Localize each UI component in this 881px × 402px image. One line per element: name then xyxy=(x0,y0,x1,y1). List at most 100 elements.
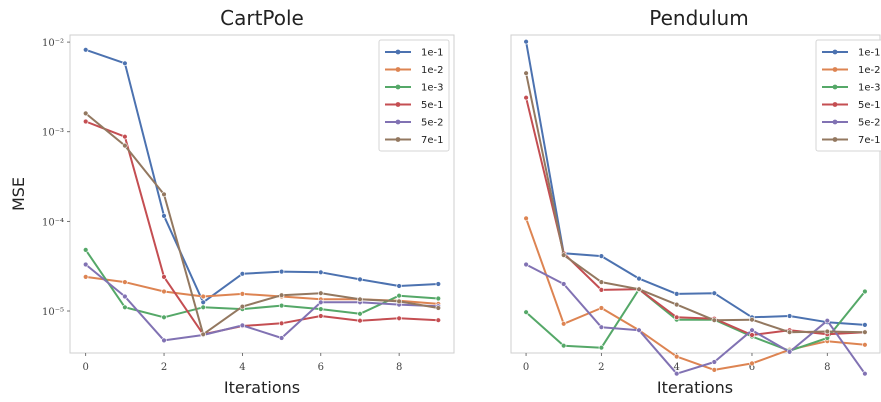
pendulum-data-point xyxy=(862,288,868,295)
cartpole-data-point xyxy=(318,306,324,312)
pendulum-data-point xyxy=(749,332,755,338)
pendulum-legend: 1e-1 1e-2 1e-3 5e-1 5e-2 7e-1 xyxy=(815,39,881,152)
cartpole-data-point xyxy=(318,299,324,305)
cartpole-data-point xyxy=(82,118,89,125)
pendulum-data-point xyxy=(749,317,755,323)
cartpole-data-point xyxy=(435,281,441,287)
pendulum-series-line-5e-2 xyxy=(525,263,866,375)
cartpole-legend-label: 1e-3 xyxy=(421,83,444,94)
cartpole-legend: 1e-1 1e-2 1e-3 5e-1 5e-2 7e-1 xyxy=(378,39,450,152)
cartpole-legend-label: 1e-1 xyxy=(421,48,444,59)
cartpole-data-point xyxy=(357,276,363,283)
cartpole-data-point xyxy=(161,288,167,295)
cartpole-data-point xyxy=(82,261,89,268)
pendulum-data-point xyxy=(711,290,717,296)
cartpole-series-line-1e-1 xyxy=(85,48,439,304)
pendulum-data-point xyxy=(636,286,642,292)
cartpole-series-line-5e-2 xyxy=(85,263,439,342)
pendulum-data-point xyxy=(523,215,529,222)
cartpole-legend-marker xyxy=(395,84,401,90)
pendulum-data-point xyxy=(711,317,717,323)
pendulum-data-point xyxy=(673,371,680,377)
cartpole-data-point xyxy=(357,311,363,317)
pendulum-data-point xyxy=(523,38,529,45)
cartpole-data-point xyxy=(161,274,167,280)
cartpole-y-axis-label: MSE xyxy=(9,177,28,211)
cartpole-legend-label: 1e-2 xyxy=(421,65,444,76)
cartpole-data-point xyxy=(435,295,441,302)
cartpole-x-tick-label: 8 xyxy=(396,362,402,373)
cartpole-data-point xyxy=(396,283,402,289)
pendulum-series-line-1e-1 xyxy=(525,41,865,326)
cartpole-series-line-7e-1 xyxy=(85,112,439,336)
cartpole-data-point xyxy=(396,298,402,305)
pendulum-legend-label: 5e-2 xyxy=(858,118,881,129)
pendulum-data-point xyxy=(560,281,567,287)
cartpole-data-point xyxy=(239,303,246,310)
cartpole-data-point xyxy=(239,291,246,297)
cartpole-data-point xyxy=(357,296,363,302)
cartpole-data-point xyxy=(122,279,128,285)
cartpole-y-ticks: 10⁻⁵ 10⁻⁴ 10⁻³ 10⁻² xyxy=(42,38,70,318)
pendulum-data-point xyxy=(711,367,717,373)
cartpole-legend-label: 7e-1 xyxy=(421,135,444,146)
cartpole-data-point xyxy=(435,305,441,311)
cartpole-y-tick-label: 10⁻⁴ xyxy=(42,217,64,228)
cartpole-x-tick-label: 4 xyxy=(239,362,245,373)
pendulum-data-point xyxy=(786,329,793,335)
pendulum-data-point xyxy=(560,321,567,327)
pendulum-data-point xyxy=(598,345,605,351)
pendulum-title: Pendulum xyxy=(649,6,748,30)
pendulum-data-point xyxy=(673,353,680,360)
cartpole-y-tick-label: 10⁻⁵ xyxy=(42,307,64,318)
pendulum-x-ticks: 0 2 4 6 8 xyxy=(523,353,830,373)
cartpole-data-point xyxy=(82,47,89,53)
cartpole-x-axis-label: Iterations xyxy=(224,378,300,397)
cartpole-title: CartPole xyxy=(220,6,304,30)
pendulum-legend-marker xyxy=(832,67,838,72)
cartpole-data-point xyxy=(396,293,402,299)
pendulum-data-point xyxy=(598,287,605,293)
cartpole-data-point xyxy=(318,313,324,319)
cartpole-x-ticks: 0 2 4 6 8 xyxy=(82,353,402,373)
pendulum-legend-label: 7e-1 xyxy=(858,135,881,146)
pendulum-x-tick-label: 4 xyxy=(673,362,679,373)
pendulum-data-point xyxy=(636,275,642,282)
cartpole-data-point xyxy=(122,293,128,300)
pendulum-legend-marker xyxy=(832,137,838,142)
pendulum-data-point xyxy=(598,305,605,311)
pendulum-data-point xyxy=(673,301,680,308)
pendulum-x-tick-label: 6 xyxy=(749,362,755,373)
cartpole-data-point xyxy=(82,274,89,280)
cartpole-data-point xyxy=(161,337,167,344)
cartpole-legend-marker xyxy=(395,49,401,55)
pendulum-data-point xyxy=(673,291,680,297)
cartpole-series-line-5e-1 xyxy=(85,120,439,336)
cartpole-x-tick-label: 6 xyxy=(318,362,324,373)
pendulum-panel: Pendulum Iterations 0 2 4 6 8 1e-1 1e-2 1e-3 5e… xyxy=(510,6,881,397)
cartpole-legend-marker xyxy=(395,137,401,142)
cartpole-data-point xyxy=(122,60,128,66)
pendulum-data-point xyxy=(749,327,755,333)
cartpole-data-point xyxy=(200,304,206,310)
pendulum-data-point xyxy=(523,70,529,76)
cartpole-data-point xyxy=(161,191,167,198)
pendulum-data-point xyxy=(560,252,567,258)
cartpole-legend-marker xyxy=(395,67,401,72)
pendulum-x-axis-label: Iterations xyxy=(657,378,733,397)
pendulum-legend-marker xyxy=(832,84,838,90)
pendulum-data-point xyxy=(711,359,717,365)
cartpole-series xyxy=(82,47,441,344)
pendulum-data-point xyxy=(786,313,793,319)
pendulum-data-point xyxy=(786,349,793,355)
pendulum-data-point xyxy=(636,327,642,333)
pendulum-legend-label: 1e-2 xyxy=(858,65,881,76)
pendulum-data-point xyxy=(673,314,680,320)
pendulum-x-tick-label: 2 xyxy=(598,362,604,373)
cartpole-x-tick-label: 0 xyxy=(82,362,88,373)
cartpole-legend-label: 5e-2 xyxy=(421,118,444,129)
pendulum-legend-marker xyxy=(832,119,838,125)
cartpole-legend-marker xyxy=(395,119,401,125)
pendulum-data-point xyxy=(523,261,529,268)
